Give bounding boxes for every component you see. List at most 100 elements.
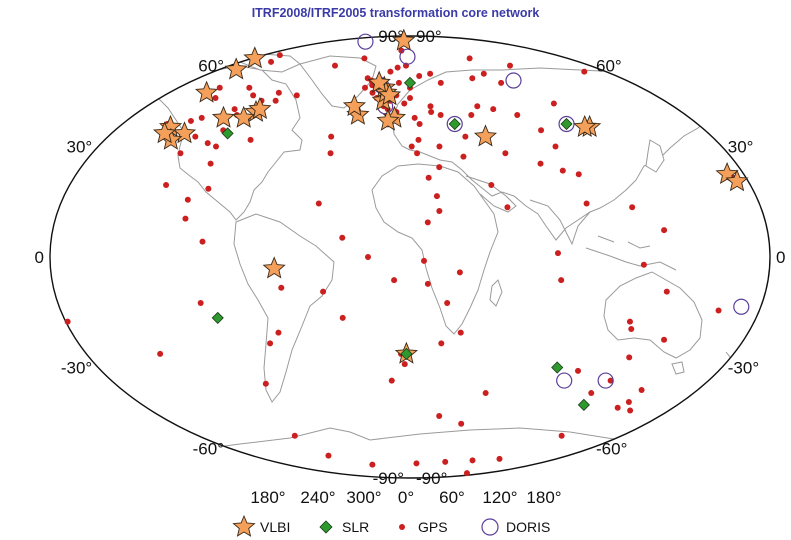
- gps-station: [213, 143, 220, 150]
- lat-label-left: 60°: [198, 57, 224, 76]
- gps-station: [291, 432, 298, 439]
- gps-station: [275, 89, 282, 96]
- lon-label: 300°: [346, 488, 381, 507]
- gps-station: [504, 204, 511, 211]
- gps-station: [339, 314, 346, 321]
- gps-station: [157, 350, 164, 357]
- gps-station: [607, 377, 614, 384]
- gps-station: [362, 84, 369, 91]
- south-america-coast: [233, 213, 335, 403]
- africa-coast: [371, 163, 499, 335]
- gps-station: [436, 208, 443, 215]
- gps-station: [64, 318, 71, 325]
- gps-station: [538, 127, 545, 134]
- gps-station: [628, 325, 635, 332]
- gps-station: [550, 100, 557, 107]
- gps-station: [293, 92, 300, 99]
- legend-slr-diamond: [319, 520, 333, 534]
- gps-station: [320, 288, 327, 295]
- lat-label-right: 60°: [596, 57, 622, 76]
- gps-station: [474, 103, 481, 110]
- vlbi-station: [243, 46, 267, 69]
- lat-label-left: -90°: [373, 469, 404, 488]
- gps-station: [199, 238, 206, 245]
- lat-label-right: 0: [776, 248, 785, 267]
- gps-station: [663, 288, 670, 295]
- gps-station: [629, 204, 636, 211]
- gps-station: [416, 120, 423, 127]
- lat-label-right: -30°: [728, 359, 759, 378]
- gps-station: [558, 277, 565, 284]
- map-frame: [49, 35, 771, 479]
- gps-station: [278, 284, 285, 291]
- gps-station: [369, 461, 376, 468]
- slr-station: [211, 311, 224, 324]
- legend-gps-dot: [399, 524, 405, 530]
- slr-station: [560, 117, 573, 131]
- legend-label-slr: SLR: [342, 519, 369, 535]
- vlbi-station: [725, 169, 749, 192]
- gps-station: [315, 200, 322, 207]
- gps-station: [425, 174, 432, 181]
- gps-station: [205, 185, 212, 192]
- lat-label-right: -90°: [416, 469, 447, 488]
- slr-station: [448, 117, 461, 131]
- gps-station: [588, 390, 595, 397]
- slr-station: [577, 398, 590, 411]
- gps-station: [401, 361, 408, 368]
- indonesia-coast: [585, 235, 677, 271]
- gps-station: [163, 182, 170, 189]
- doris-station: [733, 298, 750, 315]
- vlbi-station: [377, 83, 402, 106]
- gps-station: [427, 70, 434, 77]
- latitude-labels-left: 90°60°30°0-30°-60°-90°: [35, 27, 404, 488]
- gps-station: [436, 412, 443, 419]
- gps-station: [395, 79, 402, 86]
- legend: VLBI SLR GPS DORIS: [232, 514, 550, 537]
- vlbi-station: [211, 105, 236, 128]
- gps-station: [325, 452, 332, 459]
- gps-station: [482, 390, 489, 397]
- gps-station: [498, 79, 505, 86]
- gps-station: [463, 470, 470, 477]
- greenland-coast: [299, 55, 377, 109]
- india-coast: [529, 199, 591, 246]
- gps-station: [416, 72, 423, 79]
- map-title: ITRF2008/ITRF2005 transformation core ne…: [251, 6, 540, 20]
- legend-vlbi-star: [232, 514, 256, 537]
- lon-label: 120°: [482, 488, 517, 507]
- gps-station: [433, 193, 440, 200]
- vlbi-station: [224, 57, 248, 80]
- slr-station: [551, 361, 564, 374]
- doris-station: [556, 372, 573, 389]
- gps-station: [413, 460, 420, 467]
- gps-station: [276, 52, 283, 59]
- vlbi-station: [194, 80, 219, 103]
- gps-station: [661, 336, 668, 343]
- gps-station: [327, 150, 334, 157]
- doris-station: [399, 48, 416, 65]
- eurasia-coast: [391, 67, 723, 241]
- australia-coast: [603, 271, 703, 359]
- lat-label-left: 0: [35, 248, 44, 267]
- gps-station: [275, 329, 282, 336]
- gps-station: [460, 153, 467, 160]
- gps-station: [626, 318, 633, 325]
- vlbi-station: [342, 94, 367, 117]
- vlbi-station: [573, 114, 597, 137]
- vlbi-station: [367, 70, 391, 93]
- gps-station: [424, 280, 431, 287]
- lon-label: 0°: [398, 488, 414, 507]
- lon-label: 60°: [439, 488, 465, 507]
- gps-station: [408, 143, 415, 150]
- gps-station: [246, 84, 253, 91]
- gps-station: [361, 55, 368, 62]
- gps-station: [626, 354, 633, 361]
- gps-station: [581, 68, 588, 75]
- gps-station: [391, 277, 398, 284]
- latitude-labels-right: 90° 60° 30° 0 -30° -60° -90°: [416, 27, 785, 488]
- slr-station: [400, 347, 413, 360]
- gps-station: [272, 97, 279, 104]
- gps-station: [250, 92, 257, 99]
